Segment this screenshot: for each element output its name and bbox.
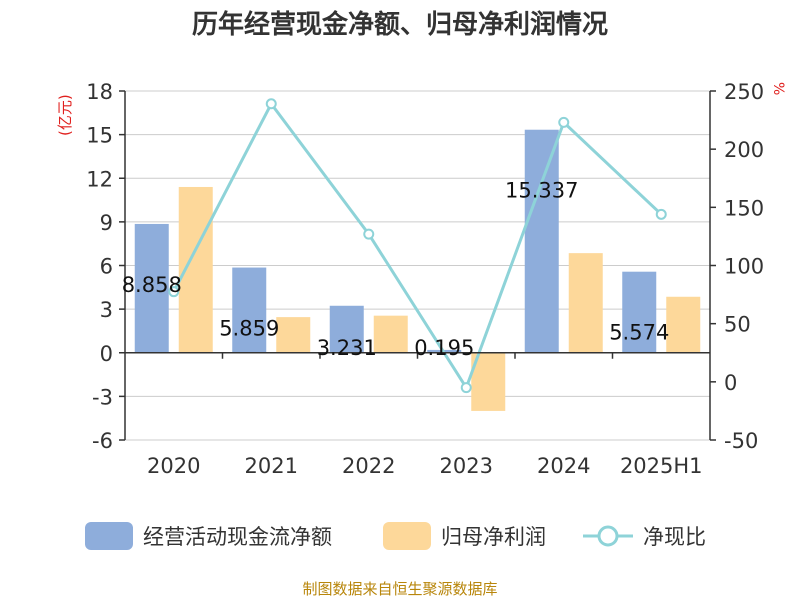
left-tick-label: -6 <box>92 429 113 453</box>
legend-item-ratio[interactable]: 净现比 <box>583 516 706 556</box>
data-labels: 8.858 5.859 3.231 0.195 15.337 5.574 <box>122 179 670 360</box>
right-tick-label: 250 <box>724 80 764 104</box>
data-label-cash: 5.574 <box>609 321 669 345</box>
left-tick-label: 3 <box>100 298 113 322</box>
bar-cash <box>232 267 267 353</box>
data-label-cash: 15.337 <box>505 179 578 203</box>
left-tick-label: 18 <box>86 80 113 104</box>
legend: 经营活动现金流净额 归母净利润 净现比 <box>0 516 800 556</box>
ratio-point <box>363 228 375 240</box>
legend-line-marker-icon <box>583 525 633 547</box>
legend-label-ratio: 净现比 <box>643 525 706 549</box>
left-tick-label: 9 <box>100 211 113 235</box>
bar-profit <box>276 317 311 353</box>
legend-label-cash: 经营活动现金流净额 <box>143 525 332 549</box>
left-tick-label: 15 <box>86 124 113 148</box>
right-tick-label: 100 <box>724 255 764 279</box>
right-tick-label: 0 <box>724 371 737 395</box>
source-note: 制图数据来自恒生聚源数据库 <box>302 580 498 598</box>
category-label: 2024 <box>537 454 590 478</box>
bar-cash <box>134 223 169 353</box>
chart-title: 历年经营现金净额、归母净利润情况 <box>191 10 608 40</box>
legend-label-profit: 归母净利润 <box>441 525 546 549</box>
bar-profit <box>666 296 701 353</box>
ratio-point <box>460 382 472 394</box>
right-tick-label: 150 <box>724 196 764 220</box>
category-label: 2023 <box>440 454 493 478</box>
data-label-cash: 5.859 <box>219 317 279 341</box>
legend-swatch-cash <box>85 522 133 550</box>
bars <box>134 129 701 411</box>
bar-cash <box>329 305 364 353</box>
right-tick-label: -50 <box>724 429 758 453</box>
left-tick-label: -3 <box>92 385 113 409</box>
legend-item-cash[interactable]: 经营活动现金流净额 <box>85 516 332 556</box>
ratio-point <box>168 286 180 298</box>
left-tick-label: 12 <box>86 167 113 191</box>
bar-cash <box>524 129 559 353</box>
category-label: 2022 <box>342 454 395 478</box>
category-label: 2021 <box>245 454 298 478</box>
legend-item-profit[interactable]: 归母净利润 <box>383 516 546 556</box>
category-label: 2020 <box>147 454 200 478</box>
ratio-point <box>265 98 277 110</box>
ratio-point <box>655 208 667 220</box>
ratio-line <box>168 98 667 394</box>
data-label-cash: 0.195 <box>414 336 474 360</box>
ratio-point <box>558 116 570 128</box>
bar-profit <box>568 253 603 353</box>
data-label-cash: 3.231 <box>317 336 377 360</box>
bar-profit <box>373 315 408 353</box>
ratio-polyline <box>172 100 663 392</box>
right-tick-label: 50 <box>724 313 751 337</box>
axes: 18 15 12 9 6 3 0 -3 -6 250 200 150 100 50 0 -50 2020 2021… <box>86 80 764 478</box>
left-tick-label: 0 <box>100 342 113 366</box>
category-label: 2025H1 <box>620 454 703 478</box>
data-label-cash: 8.858 <box>122 273 182 297</box>
left-tick-label: 6 <box>100 255 113 279</box>
legend-swatch-profit <box>383 522 431 550</box>
bar-cash <box>622 271 657 353</box>
right-tick-label: 200 <box>724 138 764 162</box>
